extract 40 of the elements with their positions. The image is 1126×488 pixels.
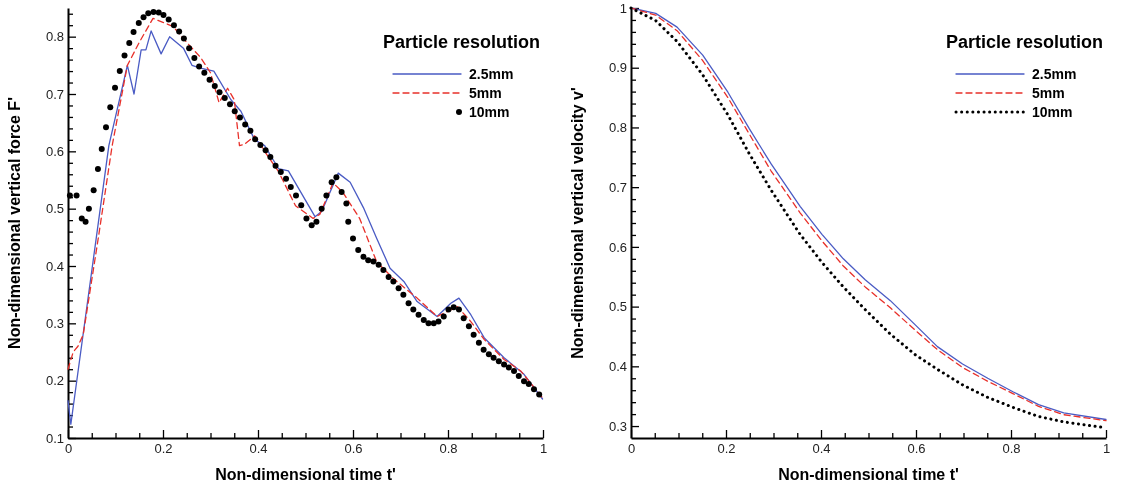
y-tick-label: 0.1 bbox=[45, 430, 64, 446]
x-tick-label: 1 bbox=[539, 441, 548, 457]
legend-label: 10mm bbox=[1032, 104, 1073, 120]
y-tick-label: 0.3 bbox=[45, 315, 64, 331]
x-tick-label: 0.6 bbox=[907, 441, 926, 457]
x-tick-label: 0.4 bbox=[249, 441, 268, 457]
legend-label: 5mm bbox=[469, 85, 502, 101]
y-tick-label: 0.7 bbox=[608, 179, 627, 195]
x-tick-label: 0 bbox=[627, 441, 636, 457]
y-tick-label: 0.4 bbox=[45, 258, 64, 274]
y-tick-label: 0.6 bbox=[608, 239, 627, 255]
y-tick-label: 0.7 bbox=[45, 86, 64, 102]
y-tick-label: 1 bbox=[619, 0, 627, 16]
x-axis-title: Non-dimensional time t' bbox=[215, 466, 396, 483]
legend-label: 2.5mm bbox=[469, 66, 514, 82]
legend-title: Particle resolution bbox=[946, 32, 1104, 52]
legend-label: 2.5mm bbox=[1032, 66, 1077, 82]
y-tick-label: 0.6 bbox=[45, 143, 64, 159]
y-tick-label: 0.8 bbox=[608, 120, 627, 136]
legend-label: 10mm bbox=[469, 104, 510, 120]
legend-title: Particle resolution bbox=[383, 32, 541, 52]
x-axis-title: Non-dimensional time t' bbox=[778, 466, 959, 483]
x-tick-label: 0.2 bbox=[717, 441, 736, 457]
x-tick-label: 0.2 bbox=[154, 441, 173, 457]
x-tick-label: 0 bbox=[64, 441, 73, 457]
y-axis-title: Non-dimensional vertical velocity v' bbox=[569, 87, 586, 359]
x-tick-label: 1 bbox=[1102, 441, 1111, 457]
y-tick-label: 0.5 bbox=[608, 299, 627, 315]
x-tick-label: 0.8 bbox=[439, 441, 458, 457]
legend-label: 5mm bbox=[1032, 85, 1065, 101]
y-tick-label: 0.2 bbox=[45, 373, 64, 389]
x-tick-label: 0.6 bbox=[344, 441, 363, 457]
y-tick-label: 0.9 bbox=[608, 60, 627, 76]
y-axis-title: Non-dimensional vertical force F' bbox=[6, 97, 23, 349]
x-tick-label: 0.8 bbox=[1002, 441, 1021, 457]
y-tick-label: 0.5 bbox=[45, 201, 64, 217]
x-tick-label: 0.4 bbox=[812, 441, 831, 457]
y-tick-label: 0.4 bbox=[608, 358, 627, 374]
y-tick-label: 0.8 bbox=[45, 29, 64, 45]
y-tick-label: 0.3 bbox=[608, 418, 627, 434]
